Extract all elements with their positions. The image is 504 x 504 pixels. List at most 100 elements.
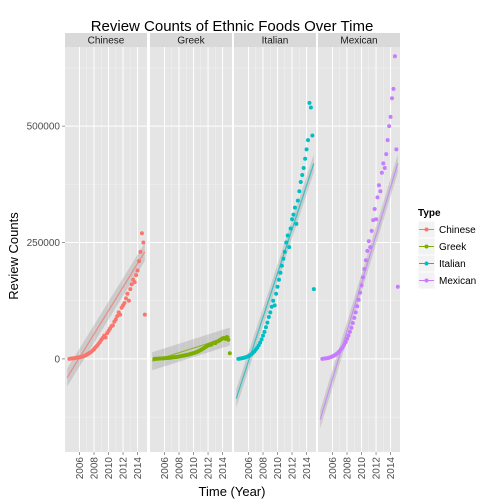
data-point bbox=[368, 245, 373, 250]
data-point bbox=[287, 245, 292, 250]
data-point bbox=[272, 303, 277, 308]
data-point bbox=[285, 233, 290, 238]
data-point bbox=[390, 96, 395, 101]
panel-background bbox=[318, 47, 400, 452]
data-point bbox=[395, 284, 400, 289]
data-point bbox=[265, 320, 270, 325]
data-point bbox=[378, 189, 383, 194]
data-point bbox=[141, 240, 146, 245]
x-tick-label: 2014 bbox=[218, 457, 229, 480]
data-point bbox=[295, 198, 300, 203]
x-tick-label: 2010 bbox=[357, 457, 368, 480]
facet-panel-italian: Italian 2006 2008 2010 2012 2014 bbox=[234, 33, 316, 479]
x-axis-label: Time (Year) bbox=[199, 484, 266, 499]
legend: Type Chinese Greek Italian Mexican bbox=[417, 208, 476, 290]
x-tick-label: 2014 bbox=[133, 457, 144, 480]
data-point bbox=[366, 239, 371, 244]
legend-item-mexican: Mexican bbox=[417, 271, 476, 290]
data-point bbox=[137, 259, 142, 264]
data-point bbox=[376, 183, 381, 188]
data-point bbox=[300, 173, 305, 178]
data-point bbox=[288, 226, 293, 231]
data-point bbox=[132, 280, 137, 285]
legend-key-point bbox=[424, 244, 429, 249]
x-tick-label: 2008 bbox=[259, 457, 270, 480]
panel-background bbox=[65, 47, 147, 452]
data-point bbox=[372, 207, 377, 211]
legend-title: Type bbox=[418, 208, 441, 219]
data-point bbox=[261, 333, 266, 338]
data-point bbox=[259, 337, 264, 342]
data-point bbox=[118, 312, 123, 317]
data-point bbox=[301, 166, 306, 171]
legend-label: Italian bbox=[439, 259, 466, 270]
data-point bbox=[110, 323, 115, 328]
legend-label: Chinese bbox=[439, 225, 476, 236]
x-tick-label: 2012 bbox=[372, 457, 383, 480]
data-point bbox=[349, 325, 354, 330]
x-tick-label: 2006 bbox=[75, 457, 86, 480]
data-point bbox=[135, 268, 140, 273]
x-tick-label: 2012 bbox=[119, 457, 130, 480]
data-point bbox=[290, 217, 295, 222]
legend-key-point bbox=[424, 278, 429, 283]
data-point bbox=[384, 152, 389, 157]
data-point bbox=[311, 287, 316, 292]
data-point bbox=[363, 258, 368, 263]
data-point bbox=[355, 304, 360, 309]
data-point bbox=[113, 317, 118, 322]
data-point bbox=[391, 86, 396, 91]
data-point bbox=[356, 297, 361, 302]
facet-strip-label: Greek bbox=[177, 36, 205, 47]
x-tick-label: 2006 bbox=[244, 457, 255, 480]
facet-strip-label: Chinese bbox=[88, 36, 125, 47]
y-tick-label: 500000 bbox=[27, 122, 61, 133]
facet-strip-label: Mexican bbox=[340, 36, 377, 47]
data-point bbox=[258, 340, 263, 345]
data-point bbox=[385, 138, 390, 143]
data-point bbox=[263, 325, 268, 330]
data-point bbox=[297, 189, 302, 194]
data-point bbox=[122, 301, 127, 306]
x-tick-label: 2010 bbox=[189, 457, 200, 480]
legend-item-chinese: Chinese bbox=[417, 220, 476, 239]
x-tick-label: 2006 bbox=[160, 457, 171, 480]
data-point bbox=[284, 240, 289, 245]
data-point bbox=[276, 277, 281, 282]
data-point bbox=[374, 217, 379, 222]
facet-panel-chinese: Chinese 2006 2008 2010 2012 2014 bbox=[65, 33, 147, 479]
data-point bbox=[271, 298, 276, 303]
legend-key-point bbox=[424, 227, 429, 232]
panel-background bbox=[234, 47, 316, 452]
data-point bbox=[226, 337, 231, 342]
chart-title: Review Counts of Ethnic Foods Over Time bbox=[91, 18, 374, 35]
data-point bbox=[227, 351, 232, 356]
data-point bbox=[138, 249, 143, 254]
data-point bbox=[142, 312, 147, 317]
x-tick-label: 2008 bbox=[175, 457, 186, 480]
data-point bbox=[275, 284, 280, 289]
x-tick-label: 2010 bbox=[104, 457, 115, 480]
data-point bbox=[359, 283, 364, 288]
data-point bbox=[262, 329, 267, 334]
data-point bbox=[129, 282, 134, 287]
data-point bbox=[274, 291, 279, 296]
facet-strip bbox=[318, 33, 400, 47]
legend-item-italian: Italian bbox=[417, 254, 466, 273]
data-point bbox=[303, 156, 308, 161]
data-point bbox=[369, 228, 374, 233]
data-point bbox=[392, 54, 397, 59]
data-point bbox=[394, 147, 399, 152]
data-point bbox=[281, 256, 286, 261]
data-point bbox=[360, 275, 365, 280]
legend-item-greek: Greek bbox=[417, 237, 467, 256]
data-point bbox=[352, 315, 357, 320]
facet-panel-greek: Greek 2006 2008 2010 2012 2014 bbox=[150, 33, 232, 479]
facet-strip-label: Italian bbox=[262, 36, 289, 47]
legend-label: Mexican bbox=[439, 276, 476, 287]
data-point bbox=[126, 298, 131, 303]
y-axis: 0 250000 500000 bbox=[27, 122, 65, 365]
legend-label: Greek bbox=[439, 242, 467, 253]
